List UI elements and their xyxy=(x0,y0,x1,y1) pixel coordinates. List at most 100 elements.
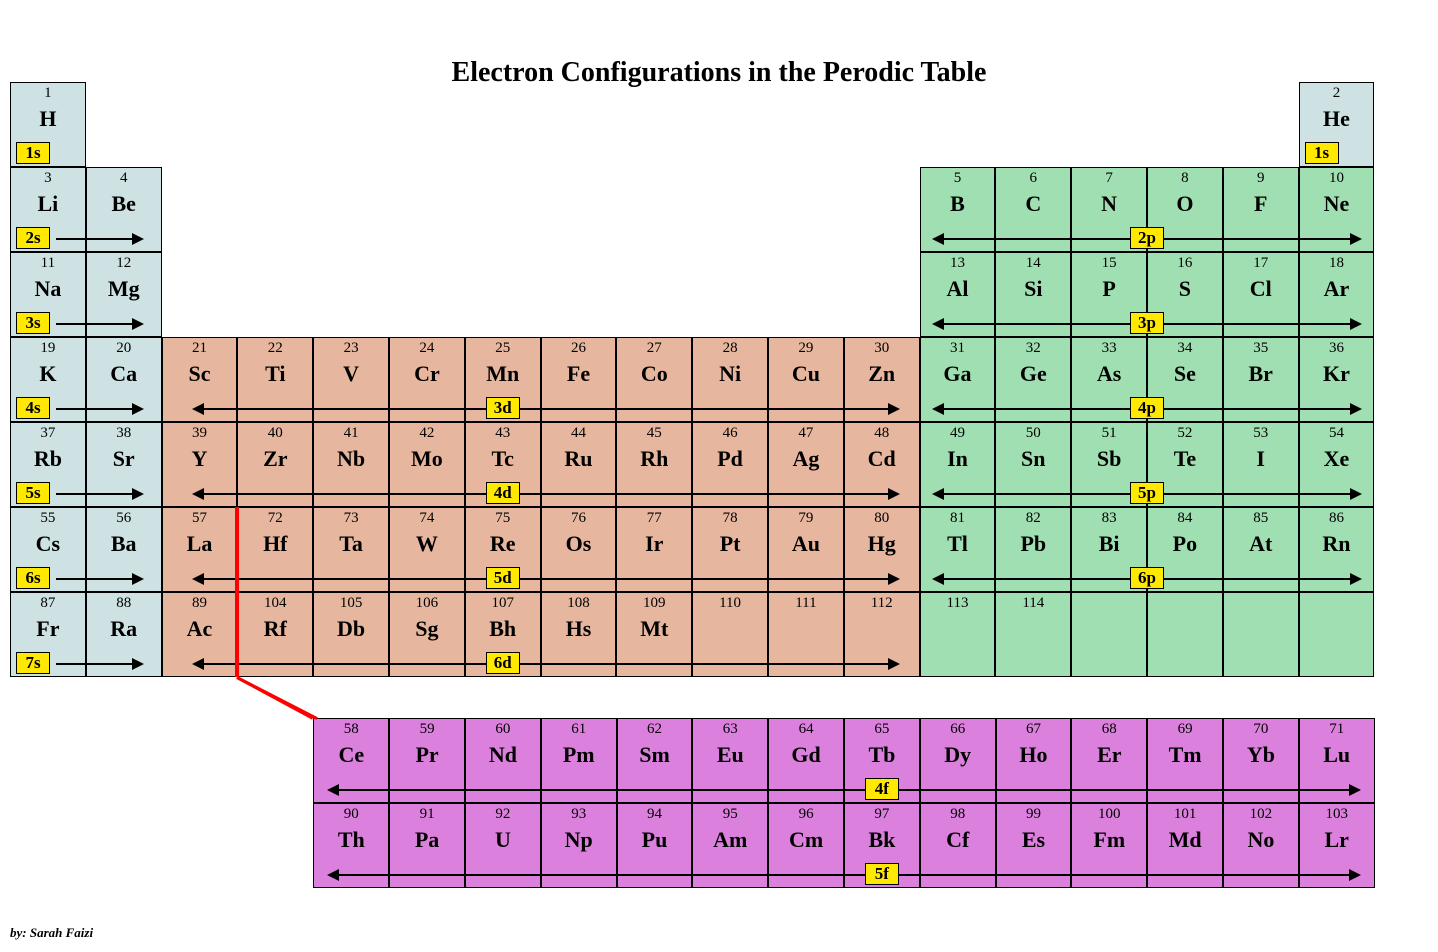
arrow-line-5s-s xyxy=(56,493,134,495)
atomic-number: 71 xyxy=(1300,721,1374,738)
atomic-number: 9 xyxy=(1224,170,1298,187)
atomic-number: 16 xyxy=(1148,255,1222,272)
arrow-head-right-3d xyxy=(888,403,900,415)
atomic-number: 62 xyxy=(618,721,692,738)
arrow-head-right-5s-s xyxy=(132,488,144,500)
atomic-number: 96 xyxy=(769,806,843,823)
element-symbol: I xyxy=(1224,446,1298,472)
arrow-head-left-6p xyxy=(932,573,944,585)
element-symbol: Br xyxy=(1224,361,1298,387)
atomic-number: 104 xyxy=(238,595,312,612)
atomic-number: 75 xyxy=(466,510,540,527)
element-symbol: Rh xyxy=(617,446,691,472)
orbital-label-5p: 5p xyxy=(1130,482,1164,504)
atomic-number: 92 xyxy=(466,806,540,823)
element-cell-p6-17 xyxy=(1299,592,1375,677)
element-symbol: Hs xyxy=(542,616,616,642)
element-symbol: Fr xyxy=(11,616,85,642)
atomic-number: 3 xyxy=(11,170,85,187)
orbital-label-5d: 5d xyxy=(486,567,520,589)
element-symbol: Sg xyxy=(390,616,464,642)
element-symbol: He xyxy=(1300,106,1374,132)
atomic-number: 26 xyxy=(542,340,616,357)
atomic-number: 79 xyxy=(769,510,843,527)
atomic-number: 63 xyxy=(693,721,767,738)
atomic-number: 31 xyxy=(921,340,995,357)
element-symbol: K xyxy=(11,361,85,387)
atomic-number: 51 xyxy=(1072,425,1146,442)
element-symbol: Cm xyxy=(769,827,843,853)
element-symbol: Mt xyxy=(617,616,691,642)
element-symbol: Se xyxy=(1148,361,1222,387)
atomic-number: 109 xyxy=(617,595,691,612)
element-symbol: Hf xyxy=(238,531,312,557)
atomic-number: 59 xyxy=(390,721,464,738)
element-symbol: Ta xyxy=(314,531,388,557)
orbital-label-he-1s: 1s xyxy=(1305,142,1339,164)
element-symbol: Pm xyxy=(542,742,616,768)
atomic-number: 28 xyxy=(693,340,767,357)
arrow-line-6d xyxy=(202,663,890,665)
element-symbol: Pr xyxy=(390,742,464,768)
credit-text: by: Sarah Faizi xyxy=(10,925,93,941)
element-symbol: Al xyxy=(921,276,995,302)
element-symbol: La xyxy=(163,531,237,557)
atomic-number: 57 xyxy=(163,510,237,527)
page-title: Electron Configurations in the Perodic T… xyxy=(0,57,1438,89)
atomic-number: 54 xyxy=(1300,425,1374,442)
element-symbol: Nd xyxy=(466,742,540,768)
atomic-number: 111 xyxy=(769,595,843,612)
element-symbol: Ne xyxy=(1300,191,1374,217)
element-symbol: Os xyxy=(542,531,616,557)
atomic-number: 107 xyxy=(466,595,540,612)
atomic-number: 2 xyxy=(1300,85,1374,102)
element-symbol: Bh xyxy=(466,616,540,642)
orbital-label-5f: 5f xyxy=(865,863,899,885)
orbital-label-5s: 5s xyxy=(16,482,50,504)
arrow-head-left-3d xyxy=(192,403,204,415)
atomic-number: 12 xyxy=(87,255,161,272)
atomic-number: 78 xyxy=(693,510,767,527)
atomic-number: 85 xyxy=(1224,510,1298,527)
arrow-head-right-3s-s xyxy=(132,318,144,330)
element-symbol: Ni xyxy=(693,361,767,387)
element-symbol: Pa xyxy=(390,827,464,853)
atomic-number: 60 xyxy=(466,721,540,738)
element-symbol: Sc xyxy=(163,361,237,387)
orbital-label-4f: 4f xyxy=(865,778,899,800)
element-symbol: Nb xyxy=(314,446,388,472)
element-symbol: Cd xyxy=(845,446,919,472)
element-symbol: S xyxy=(1148,276,1222,302)
element-symbol: Cs xyxy=(11,531,85,557)
atomic-number: 74 xyxy=(390,510,464,527)
element-symbol: Pt xyxy=(693,531,767,557)
atomic-number: 114 xyxy=(996,595,1070,612)
element-symbol: Cl xyxy=(1224,276,1298,302)
element-symbol: W xyxy=(390,531,464,557)
element-symbol: Ar xyxy=(1300,276,1374,302)
atomic-number: 67 xyxy=(997,721,1071,738)
element-symbol: Li xyxy=(11,191,85,217)
arrow-head-left-5f xyxy=(327,869,339,881)
arrow-line-4s-s xyxy=(56,408,134,410)
atomic-number: 14 xyxy=(996,255,1070,272)
element-symbol: Gd xyxy=(769,742,843,768)
atomic-number: 19 xyxy=(11,340,85,357)
arrow-line-2s-s xyxy=(56,238,134,240)
element-symbol: Kr xyxy=(1300,361,1374,387)
element-symbol: C xyxy=(996,191,1070,217)
arrow-head-right-6p xyxy=(1350,573,1362,585)
atomic-number: 101 xyxy=(1148,806,1222,823)
element-symbol: At xyxy=(1224,531,1298,557)
element-symbol: B xyxy=(921,191,995,217)
element-symbol: Ac xyxy=(163,616,237,642)
atomic-number: 68 xyxy=(1072,721,1146,738)
element-symbol: Hg xyxy=(845,531,919,557)
arrow-line-4f xyxy=(337,789,1350,791)
element-symbol: Ti xyxy=(238,361,312,387)
element-symbol: Cu xyxy=(769,361,843,387)
atomic-number: 90 xyxy=(314,806,388,823)
atomic-number: 65 xyxy=(845,721,919,738)
arrow-head-right-5d xyxy=(888,573,900,585)
arrow-line-4d xyxy=(202,493,890,495)
